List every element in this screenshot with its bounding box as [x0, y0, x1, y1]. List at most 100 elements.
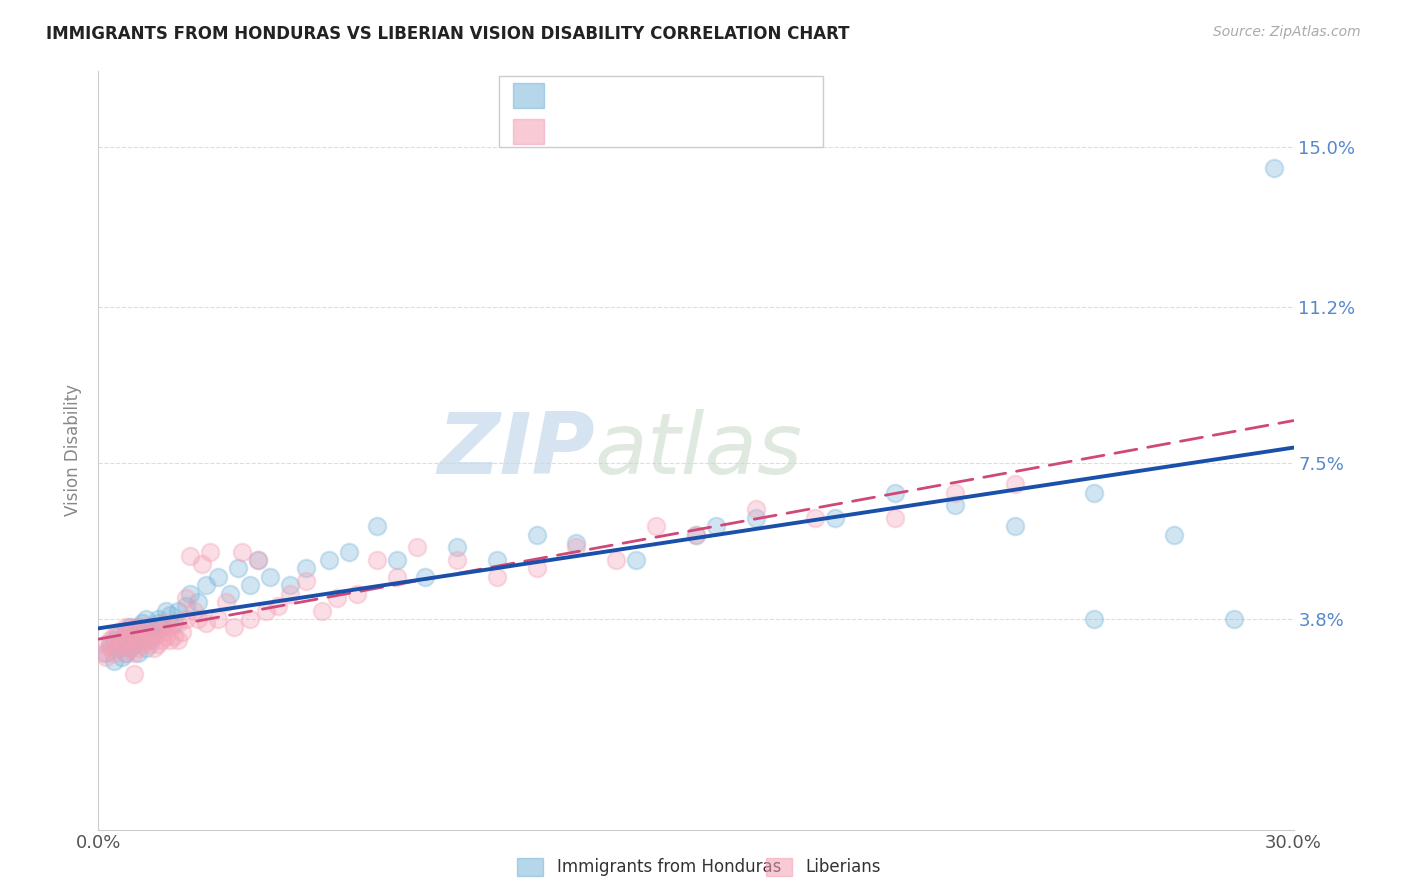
Point — [195, 578, 218, 592]
Point — [884, 485, 907, 500]
Point — [626, 553, 648, 567]
Point — [143, 641, 166, 656]
Point — [131, 624, 153, 639]
Point — [148, 620, 170, 634]
Point — [120, 641, 142, 656]
Point — [278, 587, 301, 601]
Point — [824, 511, 846, 525]
Point — [115, 620, 138, 634]
Point — [346, 587, 368, 601]
Point — [127, 620, 149, 634]
Text: atlas: atlas — [595, 409, 803, 492]
Point — [111, 649, 134, 664]
Point — [246, 553, 269, 567]
Point — [111, 633, 134, 648]
Point — [174, 612, 197, 626]
Point — [124, 646, 146, 660]
Point — [96, 637, 118, 651]
Point — [366, 519, 388, 533]
Y-axis label: Vision Disability: Vision Disability — [65, 384, 83, 516]
Point — [259, 570, 281, 584]
Point — [222, 620, 245, 634]
Point — [159, 633, 181, 648]
Text: N = 64: N = 64 — [664, 87, 731, 104]
Point — [148, 637, 170, 651]
Point — [127, 641, 149, 656]
Point — [120, 620, 142, 634]
Point — [107, 641, 129, 656]
Point — [96, 649, 118, 664]
Point — [139, 637, 162, 651]
Point — [139, 633, 162, 648]
Point — [135, 641, 157, 656]
Point — [645, 519, 668, 533]
Point — [143, 629, 166, 643]
Point — [943, 485, 966, 500]
Point — [111, 633, 134, 648]
Point — [278, 578, 301, 592]
Point — [804, 511, 827, 525]
Point — [294, 574, 316, 588]
Point — [155, 629, 177, 643]
Point — [187, 612, 209, 626]
Point — [150, 633, 173, 648]
Point — [124, 624, 146, 639]
Point — [413, 570, 436, 584]
Point — [446, 541, 468, 555]
Point — [704, 519, 727, 533]
Point — [884, 511, 907, 525]
Point — [174, 591, 197, 605]
Point — [91, 646, 114, 660]
Point — [485, 553, 508, 567]
Point — [246, 553, 269, 567]
Point — [565, 536, 588, 550]
Point — [685, 527, 707, 541]
Point — [311, 603, 333, 617]
Point — [111, 637, 134, 651]
Point — [131, 633, 153, 648]
Point — [120, 641, 142, 656]
Point — [195, 616, 218, 631]
Point — [1223, 612, 1246, 626]
Point — [294, 561, 316, 575]
Point — [148, 616, 170, 631]
Point — [163, 616, 186, 631]
Text: R = 0.517: R = 0.517 — [558, 87, 657, 104]
Point — [127, 633, 149, 648]
Point — [179, 549, 201, 563]
Point — [526, 561, 548, 575]
Point — [135, 612, 157, 626]
Point — [485, 570, 508, 584]
Point — [163, 629, 186, 643]
Point — [103, 646, 125, 660]
Point — [207, 570, 229, 584]
Point — [385, 570, 409, 584]
Point — [1163, 527, 1185, 541]
Point — [139, 620, 162, 634]
Point — [115, 624, 138, 639]
Point — [183, 603, 205, 617]
Point — [231, 544, 253, 558]
Point — [239, 578, 262, 592]
Point — [135, 620, 157, 634]
Point — [366, 553, 388, 567]
Point — [107, 624, 129, 639]
Point — [131, 616, 153, 631]
Point — [127, 646, 149, 660]
Point — [1263, 161, 1285, 176]
Point — [179, 587, 201, 601]
Point — [605, 553, 627, 567]
Point — [124, 629, 146, 643]
Point — [226, 561, 249, 575]
Point — [115, 646, 138, 660]
Text: N = 79: N = 79 — [664, 122, 731, 140]
Point — [103, 654, 125, 668]
Point — [96, 646, 118, 660]
Point — [159, 620, 181, 634]
Point — [143, 624, 166, 639]
Text: Liberians: Liberians — [806, 858, 882, 876]
Point — [124, 666, 146, 681]
Point — [267, 599, 290, 614]
Point — [745, 511, 768, 525]
Point — [219, 587, 242, 601]
